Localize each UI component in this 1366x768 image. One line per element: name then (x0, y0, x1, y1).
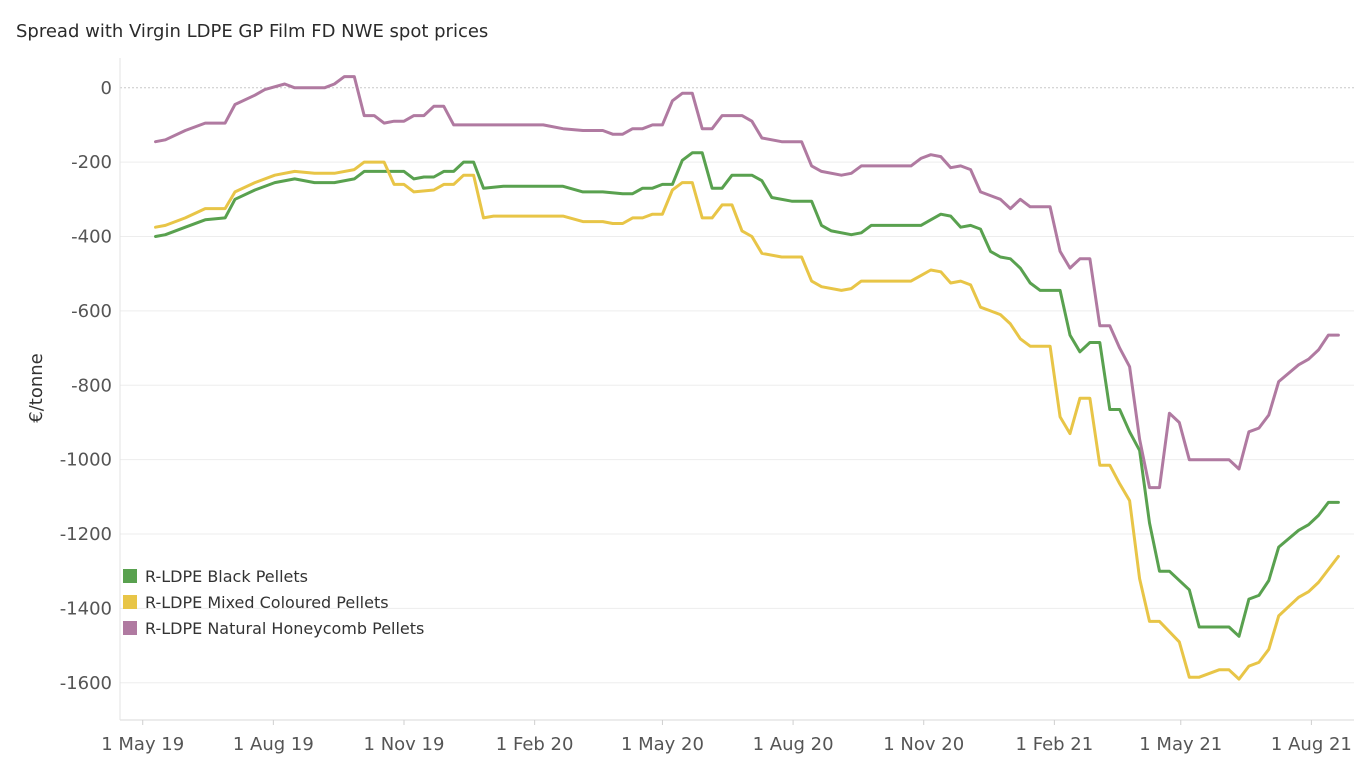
chart-title: Spread with Virgin LDPE GP Film FD NWE s… (16, 21, 489, 42)
legend-swatch (123, 621, 137, 635)
legend-label: R-LDPE Black Pellets (145, 567, 308, 586)
x-tick-label: 1 May 20 (621, 734, 704, 755)
x-tick-label: 1 Feb 20 (496, 734, 574, 755)
series-line-1 (154, 151, 1340, 638)
y-tick-labels: 0 -200 -400 -600 -800 -1000 -1200 -1400 -1600 (60, 78, 112, 694)
series-line-3 (154, 75, 1340, 490)
series-lines (154, 75, 1340, 681)
legend-label: R-LDPE Natural Honeycomb Pellets (145, 619, 424, 638)
y-tick-label: -400 (71, 227, 112, 248)
y-tick-label: -1600 (60, 673, 112, 694)
legend: R-LDPE Black Pellets R-LDPE Mixed Coloure… (123, 567, 424, 638)
x-tick-label: 1 Aug 21 (1271, 734, 1352, 755)
y-tick-label: -1200 (60, 524, 112, 545)
y-tick-label: -1000 (60, 450, 112, 471)
y-tick-label: -1400 (60, 598, 112, 619)
y-axis-title: €/tonne (26, 353, 47, 422)
x-tick-label: 1 Aug 20 (753, 734, 834, 755)
x-tick-label: 1 May 19 (101, 734, 184, 755)
x-tick-labels: 1 May 19 1 Aug 19 1 Nov 19 1 Feb 20 1 May 20… (101, 720, 1352, 755)
axes (119, 58, 1354, 721)
x-tick-label: 1 Feb 21 (1016, 734, 1094, 755)
x-tick-label: 1 May 21 (1139, 734, 1222, 755)
x-tick-label: 1 Aug 19 (233, 734, 314, 755)
y-tick-label: -200 (71, 152, 112, 173)
legend-swatch (123, 569, 137, 583)
x-tick-label: 1 Nov 20 (883, 734, 964, 755)
y-tick-label: 0 (101, 78, 112, 99)
y-tick-label: -600 (71, 301, 112, 322)
series-line-2 (154, 160, 1340, 681)
x-tick-label: 1 Nov 19 (364, 734, 445, 755)
y-tick-label: -800 (71, 375, 112, 396)
legend-swatch (123, 595, 137, 609)
grid-lines (120, 87, 1354, 684)
legend-label: R-LDPE Mixed Coloured Pellets (145, 593, 389, 612)
